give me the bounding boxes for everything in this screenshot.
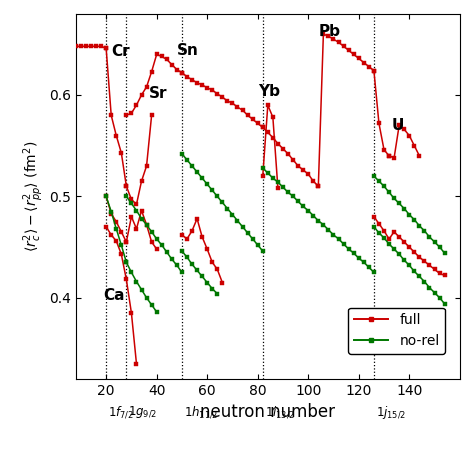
Text: $1h_{11/2}$: $1h_{11/2}$ [184,404,218,420]
Text: $1j_{15/2}$: $1j_{15/2}$ [376,404,406,421]
Text: $1i_{13/2}$: $1i_{13/2}$ [264,404,295,420]
Text: $1f_{7/2}$: $1f_{7/2}$ [108,404,134,420]
X-axis label: neutron number: neutron number [201,403,335,421]
Text: Sn: Sn [177,43,199,59]
Y-axis label: $\langle r_c^2 \rangle - \langle r_{pp}^2 \rangle$ (fm$^2$): $\langle r_c^2 \rangle - \langle r_{pp}^… [22,141,46,252]
Legend: full, no-rel: full, no-rel [348,308,445,353]
Text: Sr: Sr [149,86,168,101]
Text: Pb: Pb [319,24,340,39]
Text: Cr: Cr [111,44,130,60]
Text: Yb: Yb [258,84,280,99]
Text: $1g_{9/2}$: $1g_{9/2}$ [128,404,157,420]
Text: Ca: Ca [104,288,125,303]
Text: U: U [392,118,404,134]
